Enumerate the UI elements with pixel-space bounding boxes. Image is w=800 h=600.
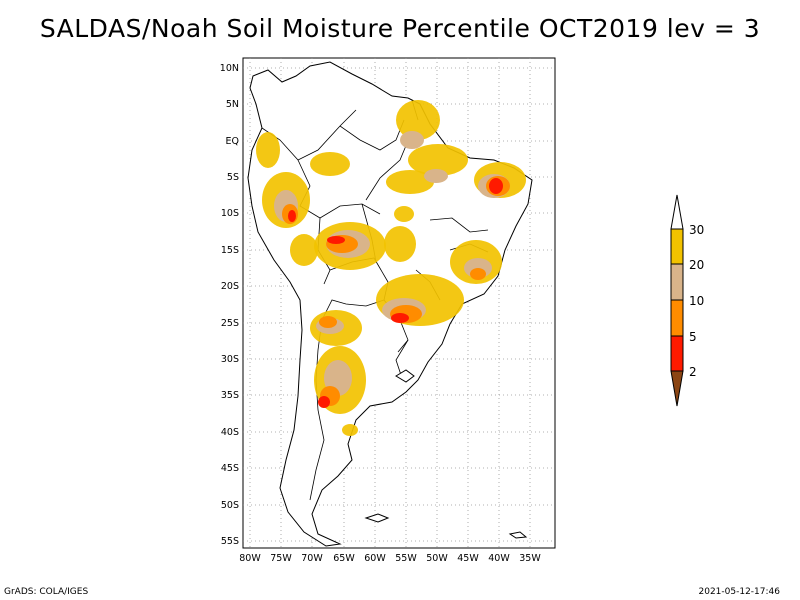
lon-label: 40W	[488, 553, 510, 564]
coastal-lagoon	[395, 369, 415, 383]
lon-label: 55W	[395, 553, 417, 564]
lat-label: 40S	[221, 427, 239, 438]
lat-label: 15S	[221, 245, 239, 256]
legend-swatch-5-10	[670, 299, 684, 337]
lat-label: 5N	[226, 99, 239, 110]
south-georgia-island	[508, 531, 528, 539]
lon-label: 75W	[270, 553, 292, 564]
legend-label: 30	[689, 223, 704, 237]
lat-label: 20S	[221, 281, 239, 292]
lat-label: 25S	[221, 318, 239, 329]
colorbar-legend: 30 20 10 5 2	[670, 194, 704, 407]
map-title: SALDAS/Noah Soil Moisture Percentile OCT…	[39, 14, 761, 43]
legend-swatch-below-2	[670, 370, 684, 407]
lon-label: 60W	[364, 553, 386, 564]
longitude-labels: 80W 75W 70W 65W 60W 55W 50W 45W 40W 35W	[239, 553, 541, 564]
lat-label: 10N	[220, 63, 239, 74]
lat-label: 50S	[221, 500, 239, 511]
footer-timestamp: 2021-05-12-17:46	[698, 587, 781, 597]
legend-label: 20	[689, 258, 704, 272]
lon-label: 65W	[333, 553, 355, 564]
lat-label: 10S	[221, 208, 239, 219]
lat-label: 35S	[221, 390, 239, 401]
lat-label: 55S	[221, 536, 239, 547]
shading-2-5	[288, 178, 503, 408]
malvinas-islands	[364, 513, 390, 523]
legend-label: 2	[689, 365, 697, 379]
lon-label: 70W	[301, 553, 323, 564]
legend-swatch-10-20	[670, 263, 684, 301]
latitude-labels: 10N 5N EQ 5S 10S 15S 20S 25S 30S 35S 40S…	[220, 63, 239, 547]
lon-label: 50W	[426, 553, 448, 564]
lon-label: 80W	[239, 553, 261, 564]
footer-credit: GrADS: COLA/IGES	[4, 587, 89, 597]
legend-swatch-20-30	[670, 228, 684, 265]
lon-label: 45W	[457, 553, 479, 564]
legend-swatch-2-5	[670, 335, 684, 372]
lat-label: 45S	[221, 463, 239, 474]
legend-label: 5	[689, 330, 697, 344]
lat-label: EQ	[226, 136, 239, 147]
legend-swatch-above-30	[670, 194, 684, 230]
lat-label: 30S	[221, 354, 239, 365]
lat-label: 5S	[227, 172, 239, 183]
legend-label: 10	[689, 294, 704, 308]
lon-label: 35W	[519, 553, 541, 564]
